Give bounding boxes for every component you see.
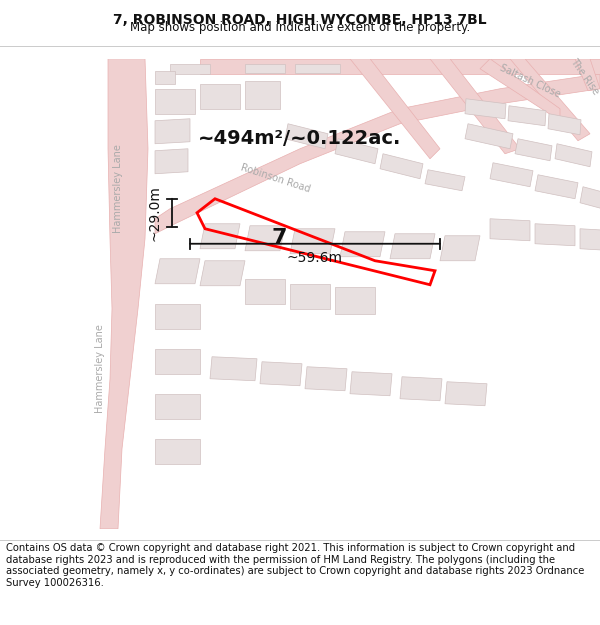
Text: Hammersley Lane: Hammersley Lane (113, 144, 123, 233)
Polygon shape (155, 304, 200, 329)
Polygon shape (100, 59, 148, 529)
Polygon shape (400, 377, 442, 401)
Polygon shape (155, 71, 175, 84)
Polygon shape (155, 439, 200, 464)
Polygon shape (440, 236, 480, 261)
Polygon shape (575, 59, 600, 91)
Polygon shape (260, 362, 302, 386)
Polygon shape (555, 144, 592, 167)
Polygon shape (290, 284, 330, 309)
Polygon shape (200, 59, 600, 74)
Polygon shape (155, 89, 195, 114)
Polygon shape (510, 59, 590, 141)
Polygon shape (380, 154, 423, 179)
Polygon shape (155, 149, 188, 174)
Polygon shape (465, 99, 506, 119)
Text: 7, ROBINSON ROAD, HIGH WYCOMBE, HP13 7BL: 7, ROBINSON ROAD, HIGH WYCOMBE, HP13 7BL (113, 13, 487, 27)
Polygon shape (245, 64, 285, 72)
Polygon shape (508, 106, 546, 126)
Polygon shape (445, 382, 487, 406)
Text: ~494m²/~0.122ac.: ~494m²/~0.122ac. (199, 129, 401, 148)
Polygon shape (335, 287, 375, 314)
Polygon shape (170, 64, 210, 74)
Polygon shape (335, 139, 378, 164)
Text: Saltash Close: Saltash Close (498, 62, 562, 99)
Text: Map shows position and indicative extent of the property.: Map shows position and indicative extent… (130, 21, 470, 34)
Polygon shape (305, 367, 347, 391)
Polygon shape (340, 232, 385, 257)
Text: Contains OS data © Crown copyright and database right 2021. This information is : Contains OS data © Crown copyright and d… (6, 543, 584, 588)
Text: Robinson Road: Robinson Road (239, 162, 311, 195)
Polygon shape (155, 349, 200, 374)
Polygon shape (490, 219, 530, 241)
Polygon shape (200, 84, 240, 109)
Text: ~29.0m: ~29.0m (147, 185, 161, 241)
Polygon shape (465, 124, 513, 149)
Polygon shape (290, 229, 335, 254)
Polygon shape (295, 64, 340, 72)
Polygon shape (210, 357, 257, 381)
Polygon shape (535, 175, 578, 199)
Text: ~59.6m: ~59.6m (287, 251, 343, 265)
Polygon shape (425, 170, 465, 191)
Polygon shape (490, 162, 533, 187)
Polygon shape (155, 74, 600, 234)
Polygon shape (480, 59, 560, 121)
Polygon shape (155, 394, 200, 419)
Polygon shape (548, 114, 581, 135)
Polygon shape (245, 279, 285, 304)
Polygon shape (535, 224, 575, 246)
Polygon shape (350, 372, 392, 396)
Polygon shape (200, 261, 245, 286)
Text: 7: 7 (272, 228, 287, 248)
Polygon shape (285, 124, 328, 149)
Polygon shape (430, 59, 520, 154)
Polygon shape (350, 59, 440, 159)
Polygon shape (580, 229, 600, 251)
Polygon shape (155, 259, 200, 284)
Polygon shape (390, 234, 435, 259)
Text: The Rise: The Rise (569, 57, 600, 97)
Polygon shape (245, 81, 280, 109)
Polygon shape (580, 187, 600, 211)
Polygon shape (155, 119, 190, 144)
Polygon shape (245, 226, 285, 251)
Text: Hammersley Lane: Hammersley Lane (95, 324, 105, 413)
Polygon shape (200, 224, 240, 249)
Polygon shape (515, 139, 552, 161)
